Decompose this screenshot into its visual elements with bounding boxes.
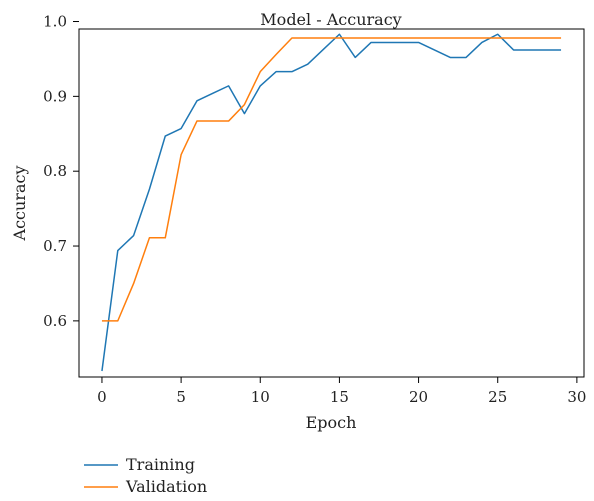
y-tick-label: 0.8 [43,162,67,180]
y-axis-label: Accuracy [10,166,29,242]
x-axis-label: Epoch [306,413,357,432]
series-line-training [101,33,562,372]
y-tick-label: 0.9 [43,87,67,105]
plot-frame [78,28,585,378]
series-lines [101,33,562,372]
y-tick-label: 0.6 [43,312,67,330]
x-tick-label: 5 [176,388,186,406]
x-tick-label: 20 [409,388,428,406]
x-tick-label: 25 [488,388,507,406]
x-axis: 0 5 10 15 20 25 30 [97,377,586,406]
legend: Training Validation [84,455,207,496]
x-tick-label: 30 [567,388,586,406]
legend-label-training: Training [126,455,195,474]
y-tick-label: 0.7 [43,237,67,255]
legend-label-validation: Validation [125,477,207,496]
y-axis: 0.6 0.7 0.8 0.9 1.0 [43,13,79,330]
y-tick-label: 1.0 [43,13,67,31]
x-tick-label: 15 [330,388,349,406]
chart-title: Model - Accuracy [260,10,401,29]
series-line-validation [101,37,562,322]
x-tick-label: 0 [97,388,107,406]
x-tick-label: 10 [251,388,270,406]
